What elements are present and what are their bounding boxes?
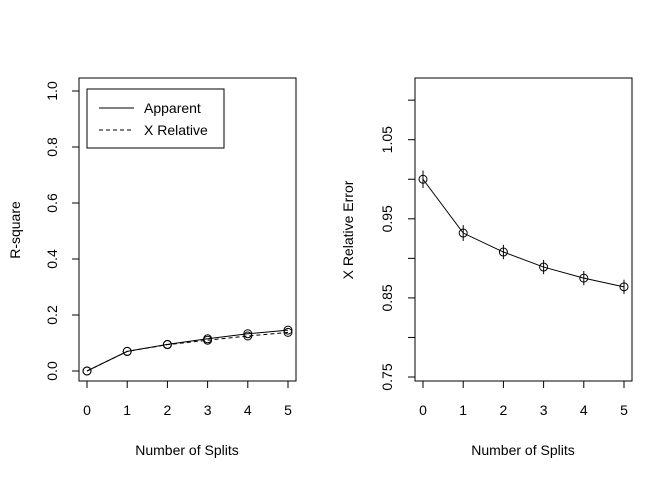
- left-data-point: [283, 325, 293, 335]
- left-y-tick-label: 0.6: [44, 193, 60, 213]
- right-data-point: [619, 282, 629, 292]
- right-series-line: [422, 178, 625, 288]
- right-data-point: [458, 228, 468, 238]
- left-y-axis: 0.0 0.2 0.4 0.6 0.8 1.0: [44, 81, 80, 381]
- right-panel: 0 1 2 3 4 5 0.75 0.85 0.95 1.05 Number of Splits…: [340, 77, 633, 458]
- right-x-tick-label: 3: [540, 402, 548, 418]
- left-series-line-apparent: [86, 329, 289, 372]
- legend-label-x-relative: X Relative: [144, 122, 208, 138]
- right-y-tick-label: 0.95: [379, 205, 395, 232]
- legend-box: [86, 88, 225, 149]
- left-data-point: [162, 340, 172, 350]
- legend: Apparent X Relative: [86, 88, 225, 149]
- left-data-point: [243, 331, 253, 341]
- right-y-axis: 0.75 0.85 0.95 1.05: [379, 99, 416, 391]
- right-y-axis-label: X Relative Error: [340, 180, 356, 279]
- right-x-tick-label: 1: [459, 402, 467, 418]
- right-y-tick-label: 0.75: [379, 363, 395, 390]
- right-data-point: [579, 273, 589, 283]
- left-series-group: [82, 325, 293, 376]
- left-data-point: [243, 329, 253, 339]
- right-series-group: [418, 170, 629, 294]
- left-x-axis-label: Number of Splits: [135, 442, 238, 458]
- right-y-tick-label: 1.05: [379, 126, 395, 153]
- right-x-tick-label: 2: [500, 402, 508, 418]
- left-panel: 0 1 2 3 4 5 0.0 0.2 0.4 0.6 0.8 1.0 Number of Spli…: [7, 77, 297, 458]
- legend-label-apparent: Apparent: [144, 100, 201, 116]
- right-x-tick-label: 4: [580, 402, 588, 418]
- left-data-point: [82, 366, 92, 376]
- left-x-tick-label: 4: [244, 402, 252, 418]
- left-y-tick-label: 0.4: [44, 249, 60, 269]
- left-x-tick-label: 5: [284, 402, 292, 418]
- right-data-point: [498, 247, 508, 257]
- left-y-tick-label: 0.8: [44, 137, 60, 157]
- left-data-point: [122, 346, 132, 356]
- left-x-tick-label: 2: [164, 402, 172, 418]
- left-y-tick-label: 1.0: [44, 81, 60, 101]
- right-data-point: [418, 174, 428, 184]
- left-x-tick-label: 1: [123, 402, 131, 418]
- left-y-tick-label: 0.2: [44, 305, 60, 325]
- right-x-axis-label: Number of Splits: [471, 442, 574, 458]
- left-x-tick-label: 0: [83, 402, 91, 418]
- right-x-tick-label: 0: [419, 402, 427, 418]
- right-plot-frame: [414, 77, 633, 382]
- right-x-axis: 0 1 2 3 4 5: [419, 380, 628, 418]
- left-series-line-x-relative: [86, 331, 289, 372]
- left-y-axis-label: R-square: [7, 201, 23, 259]
- left-x-tick-label: 3: [204, 402, 212, 418]
- right-x-tick-label: 5: [620, 402, 628, 418]
- left-data-point: [203, 335, 213, 345]
- right-data-point: [539, 262, 549, 272]
- left-data-point: [283, 327, 293, 337]
- left-y-tick-label: 0.0: [44, 361, 60, 381]
- right-y-tick-label: 0.85: [379, 284, 395, 311]
- left-x-axis: 0 1 2 3 4 5: [83, 380, 292, 418]
